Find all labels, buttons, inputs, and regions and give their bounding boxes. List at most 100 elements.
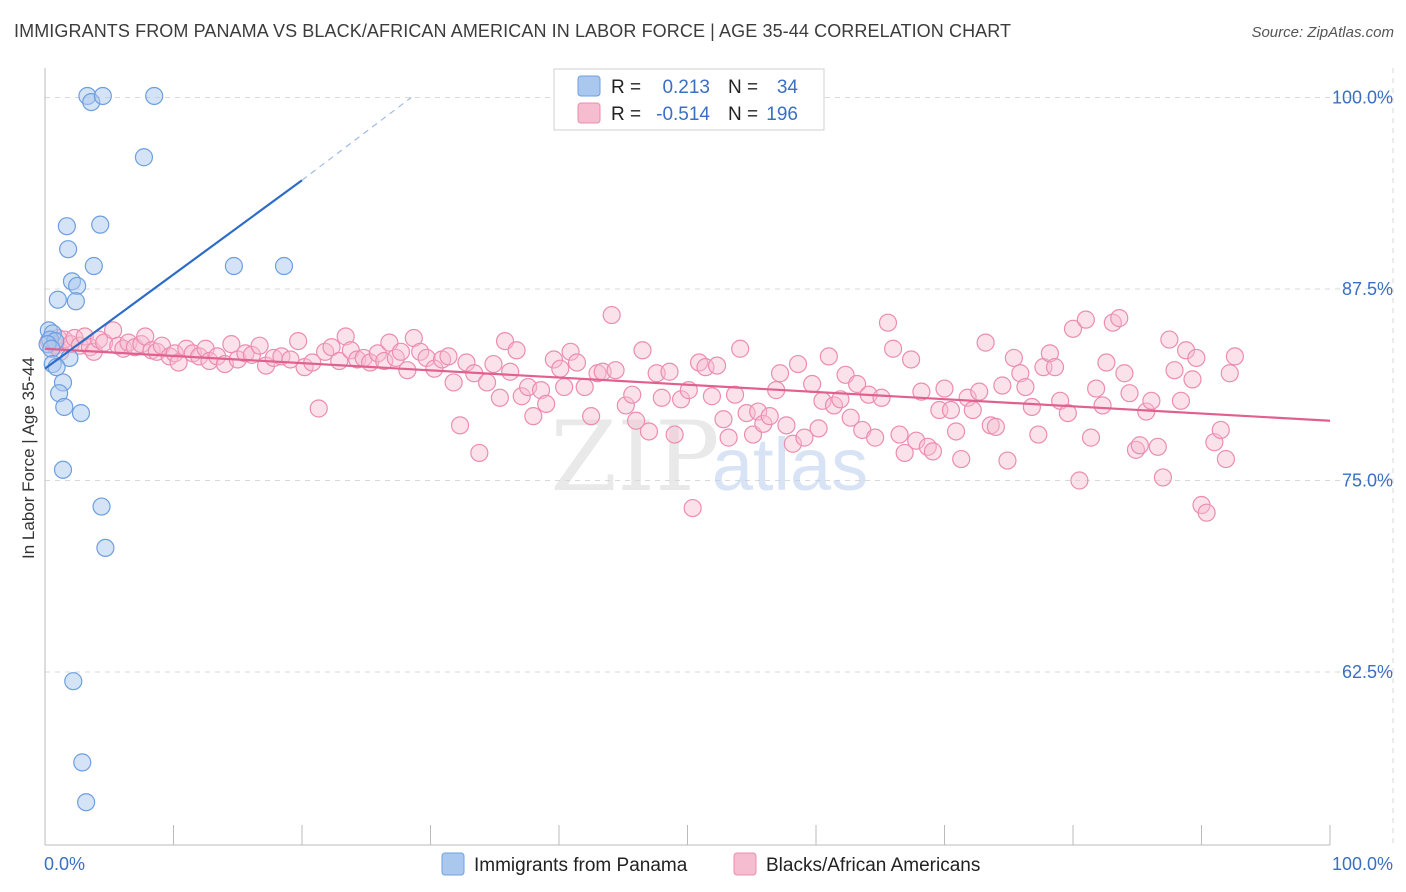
pink-point-187 [1160,330,1179,349]
pink-trend-line [44,347,1331,422]
blue-point-31 [64,672,83,691]
blue-point-9 [224,256,243,276]
grid-lines [45,68,1394,845]
x-tick-labels: 0.0% 100.0% [44,854,1393,874]
series-legend: Immigrants from Panama Blacks/African Am… [441,852,980,876]
chart-source: Source: ZipAtlas.com [1251,24,1394,41]
blue-point-27 [71,403,91,423]
pink-point-85 [555,377,574,397]
pink-point-96 [626,411,646,430]
y-tick-label-1: 75.0% [1342,471,1393,491]
blue-point-26 [55,397,74,417]
pink-point-67 [444,373,463,392]
pink-point-71 [470,443,489,463]
pink-point-83 [544,350,563,369]
pink-point-199 [1225,347,1245,366]
y-tick-label-3: 100.0% [1332,88,1393,108]
pink-point-149 [941,400,961,420]
pink-point-124 [795,428,814,447]
pink-point-169 [1058,403,1077,423]
pink-point-188 [1165,361,1184,380]
legend-n-label-1: N = [728,77,758,98]
chart-title: IMMIGRANTS FROM PANAMA VS BLACK/AFRICAN … [14,21,1012,41]
pink-point-103 [671,390,691,409]
blue-point-7 [59,240,78,259]
legend-n-value-1: 34 [777,77,799,98]
y-tick-labels: 62.5% 75.0% 87.5% 100.0% [1332,88,1393,683]
pink-point-98 [639,422,659,441]
watermark-atlas: atlas [712,423,868,506]
pink-point-142 [901,350,921,369]
pink-point-107 [696,358,715,377]
pink-point-84 [551,359,570,378]
pink-point-102 [665,425,684,444]
pink-point-112 [725,385,745,404]
legend-r-label-2: R = [611,104,641,125]
pink-point-128 [819,347,838,366]
pink-point-198 [1220,364,1239,383]
pink-point-160 [1004,348,1023,368]
blue-point-5 [57,217,76,236]
pink-point-125 [803,374,822,394]
pink-point-72 [477,373,497,392]
pink-point-185 [1148,437,1167,456]
pink-point-111 [719,428,738,447]
pink-point-74 [490,388,509,407]
pink-point-126 [809,419,828,438]
pink-point-26 [169,353,188,372]
pink-point-196 [1211,420,1230,440]
blue-trend-extension [301,97,412,181]
pink-point-81 [531,381,551,400]
blue-point-28 [53,460,73,479]
pink-point-46 [309,399,328,418]
pink-point-108 [702,387,722,406]
pink-point-197 [1216,449,1236,469]
pink-point-180 [1120,384,1139,403]
pink-point-179 [1115,364,1134,383]
blue-point-30 [96,538,115,558]
pink-point-140 [890,425,909,444]
pink-point-36 [236,344,255,363]
pink-point-176 [1097,353,1116,372]
pink-point-148 [935,379,954,398]
pink-point-73 [484,354,503,374]
blue-point-13 [48,290,67,309]
pink-point-159 [998,451,1017,470]
pink-series-points [39,305,1245,522]
pink-point-167 [1045,358,1065,377]
pink-point-92 [602,305,621,325]
pink-point-93 [606,361,625,380]
blue-point-10 [274,256,294,276]
blue-point-2 [93,86,112,106]
pink-point-161 [1011,364,1030,383]
trend-lines [44,97,1331,422]
bottom-legend-label-blue: Immigrants from Panama [474,855,688,876]
pink-point-56 [375,351,394,371]
pink-point-150 [946,422,966,441]
legend-n-label-2: N = [728,104,758,125]
pink-point-132 [841,408,860,427]
pink-point-89 [582,407,601,426]
blue-point-32 [73,753,92,772]
pink-point-171 [1070,471,1089,490]
bottom-legend-label-pink: Blacks/African Americans [766,855,980,876]
pink-point-123 [788,354,808,374]
blue-point-4 [134,148,154,167]
y-tick-label-0: 62.5% [1342,662,1393,682]
pink-point-174 [1087,379,1106,398]
pink-point-184 [1142,391,1161,410]
pink-point-50 [336,327,355,346]
pink-point-88 [575,377,594,397]
pink-point-170 [1063,319,1083,338]
pink-point-186 [1153,468,1173,487]
pink-point-182 [1130,436,1149,455]
pink-point-178 [1110,309,1129,328]
blue-point-33 [77,793,96,812]
pink-point-144 [912,382,931,401]
pink-point-166 [1040,344,1059,363]
pink-point-12 [89,330,109,349]
pink-point-139 [883,339,903,358]
pink-point-101 [660,362,679,381]
pink-point-106 [689,353,709,372]
